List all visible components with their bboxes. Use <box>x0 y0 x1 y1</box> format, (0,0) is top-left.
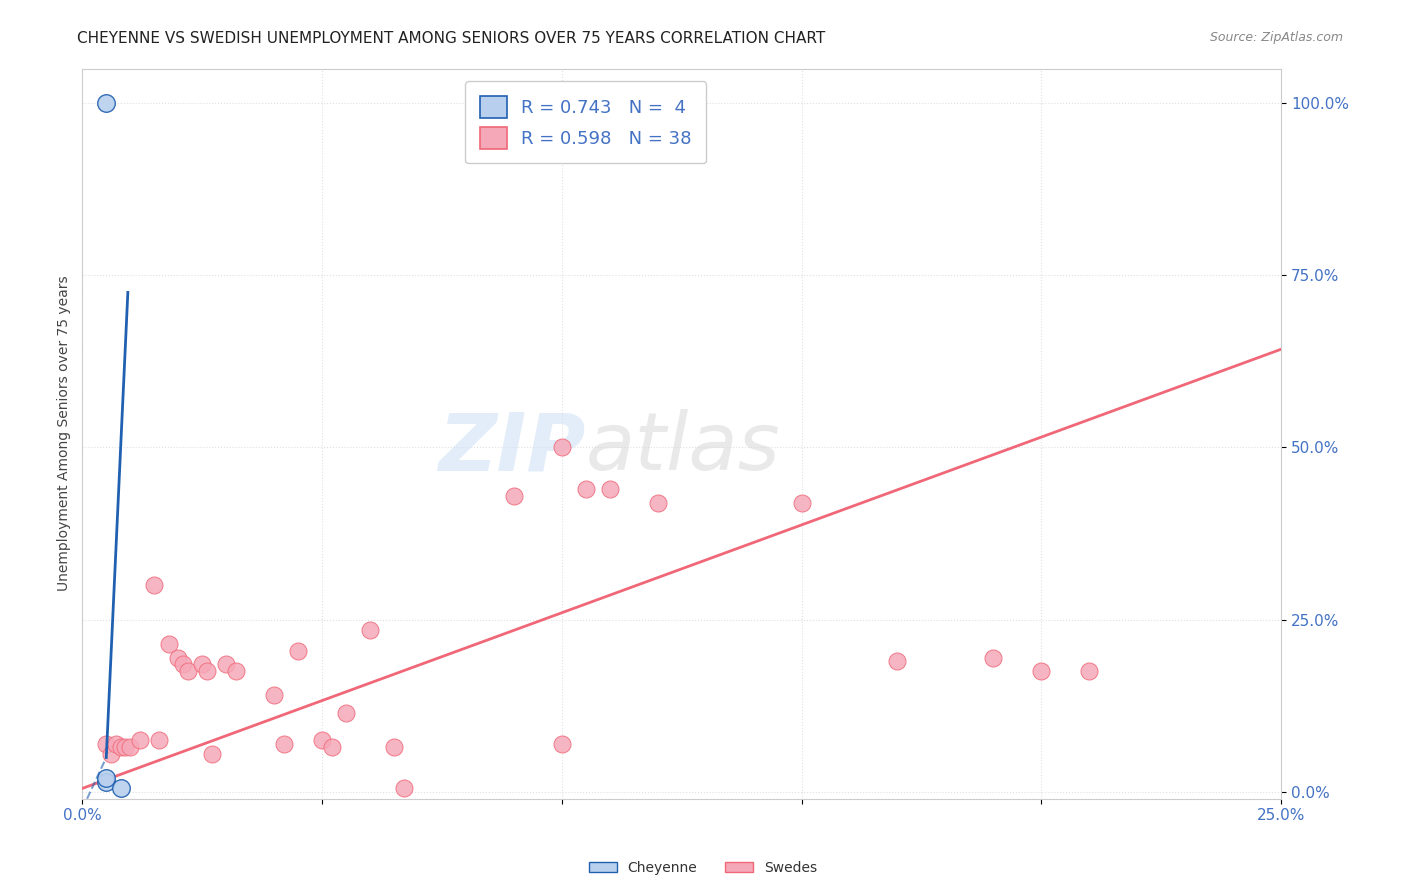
Point <box>128 733 150 747</box>
Point <box>599 482 621 496</box>
Legend: Cheyenne, Swedes: Cheyenne, Swedes <box>583 855 823 880</box>
Point <box>148 733 170 747</box>
Point <box>575 482 598 496</box>
Text: Source: ZipAtlas.com: Source: ZipAtlas.com <box>1209 31 1343 45</box>
Point <box>110 781 132 796</box>
Point <box>201 747 224 761</box>
Point <box>983 650 1005 665</box>
Point <box>287 643 309 657</box>
Point <box>263 689 285 703</box>
Point <box>790 495 813 509</box>
Point <box>392 781 415 796</box>
Point <box>96 771 118 785</box>
Point <box>96 774 118 789</box>
Point <box>110 740 132 755</box>
Point <box>191 657 214 672</box>
Text: atlas: atlas <box>586 409 780 487</box>
Text: CHEYENNE VS SWEDISH UNEMPLOYMENT AMONG SENIORS OVER 75 YEARS CORRELATION CHART: CHEYENNE VS SWEDISH UNEMPLOYMENT AMONG S… <box>77 31 825 46</box>
Y-axis label: Unemployment Among Seniors over 75 years: Unemployment Among Seniors over 75 years <box>58 276 72 591</box>
Point <box>114 740 136 755</box>
Point <box>104 737 127 751</box>
Point <box>225 665 247 679</box>
Point <box>551 737 574 751</box>
Point <box>502 489 524 503</box>
Point <box>321 740 343 755</box>
Point <box>96 95 118 110</box>
Point <box>167 650 190 665</box>
Point <box>273 737 295 751</box>
Point <box>335 706 357 720</box>
Point <box>177 665 200 679</box>
Point <box>143 578 166 592</box>
Point <box>172 657 194 672</box>
Point <box>157 637 180 651</box>
Legend: R = 0.743   N =  4, R = 0.598   N = 38: R = 0.743 N = 4, R = 0.598 N = 38 <box>465 81 706 163</box>
Point <box>382 740 405 755</box>
Point <box>120 740 142 755</box>
Point <box>1078 665 1101 679</box>
Point <box>886 654 908 668</box>
Point <box>195 665 218 679</box>
Point <box>647 495 669 509</box>
Point <box>215 657 238 672</box>
Point <box>96 737 118 751</box>
Point <box>1031 665 1053 679</box>
Point <box>100 747 122 761</box>
Text: ZIP: ZIP <box>439 409 586 487</box>
Point <box>551 441 574 455</box>
Point <box>311 733 333 747</box>
Point <box>359 623 381 637</box>
